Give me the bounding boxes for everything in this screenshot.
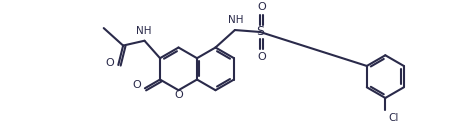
Text: O: O — [258, 2, 266, 12]
Text: O: O — [174, 90, 183, 100]
Text: Cl: Cl — [388, 113, 399, 123]
Text: NH: NH — [228, 15, 244, 25]
Text: NH: NH — [136, 26, 151, 36]
Text: O: O — [258, 52, 266, 62]
Text: O: O — [105, 58, 114, 68]
Text: O: O — [133, 80, 142, 90]
Text: S: S — [256, 25, 264, 38]
